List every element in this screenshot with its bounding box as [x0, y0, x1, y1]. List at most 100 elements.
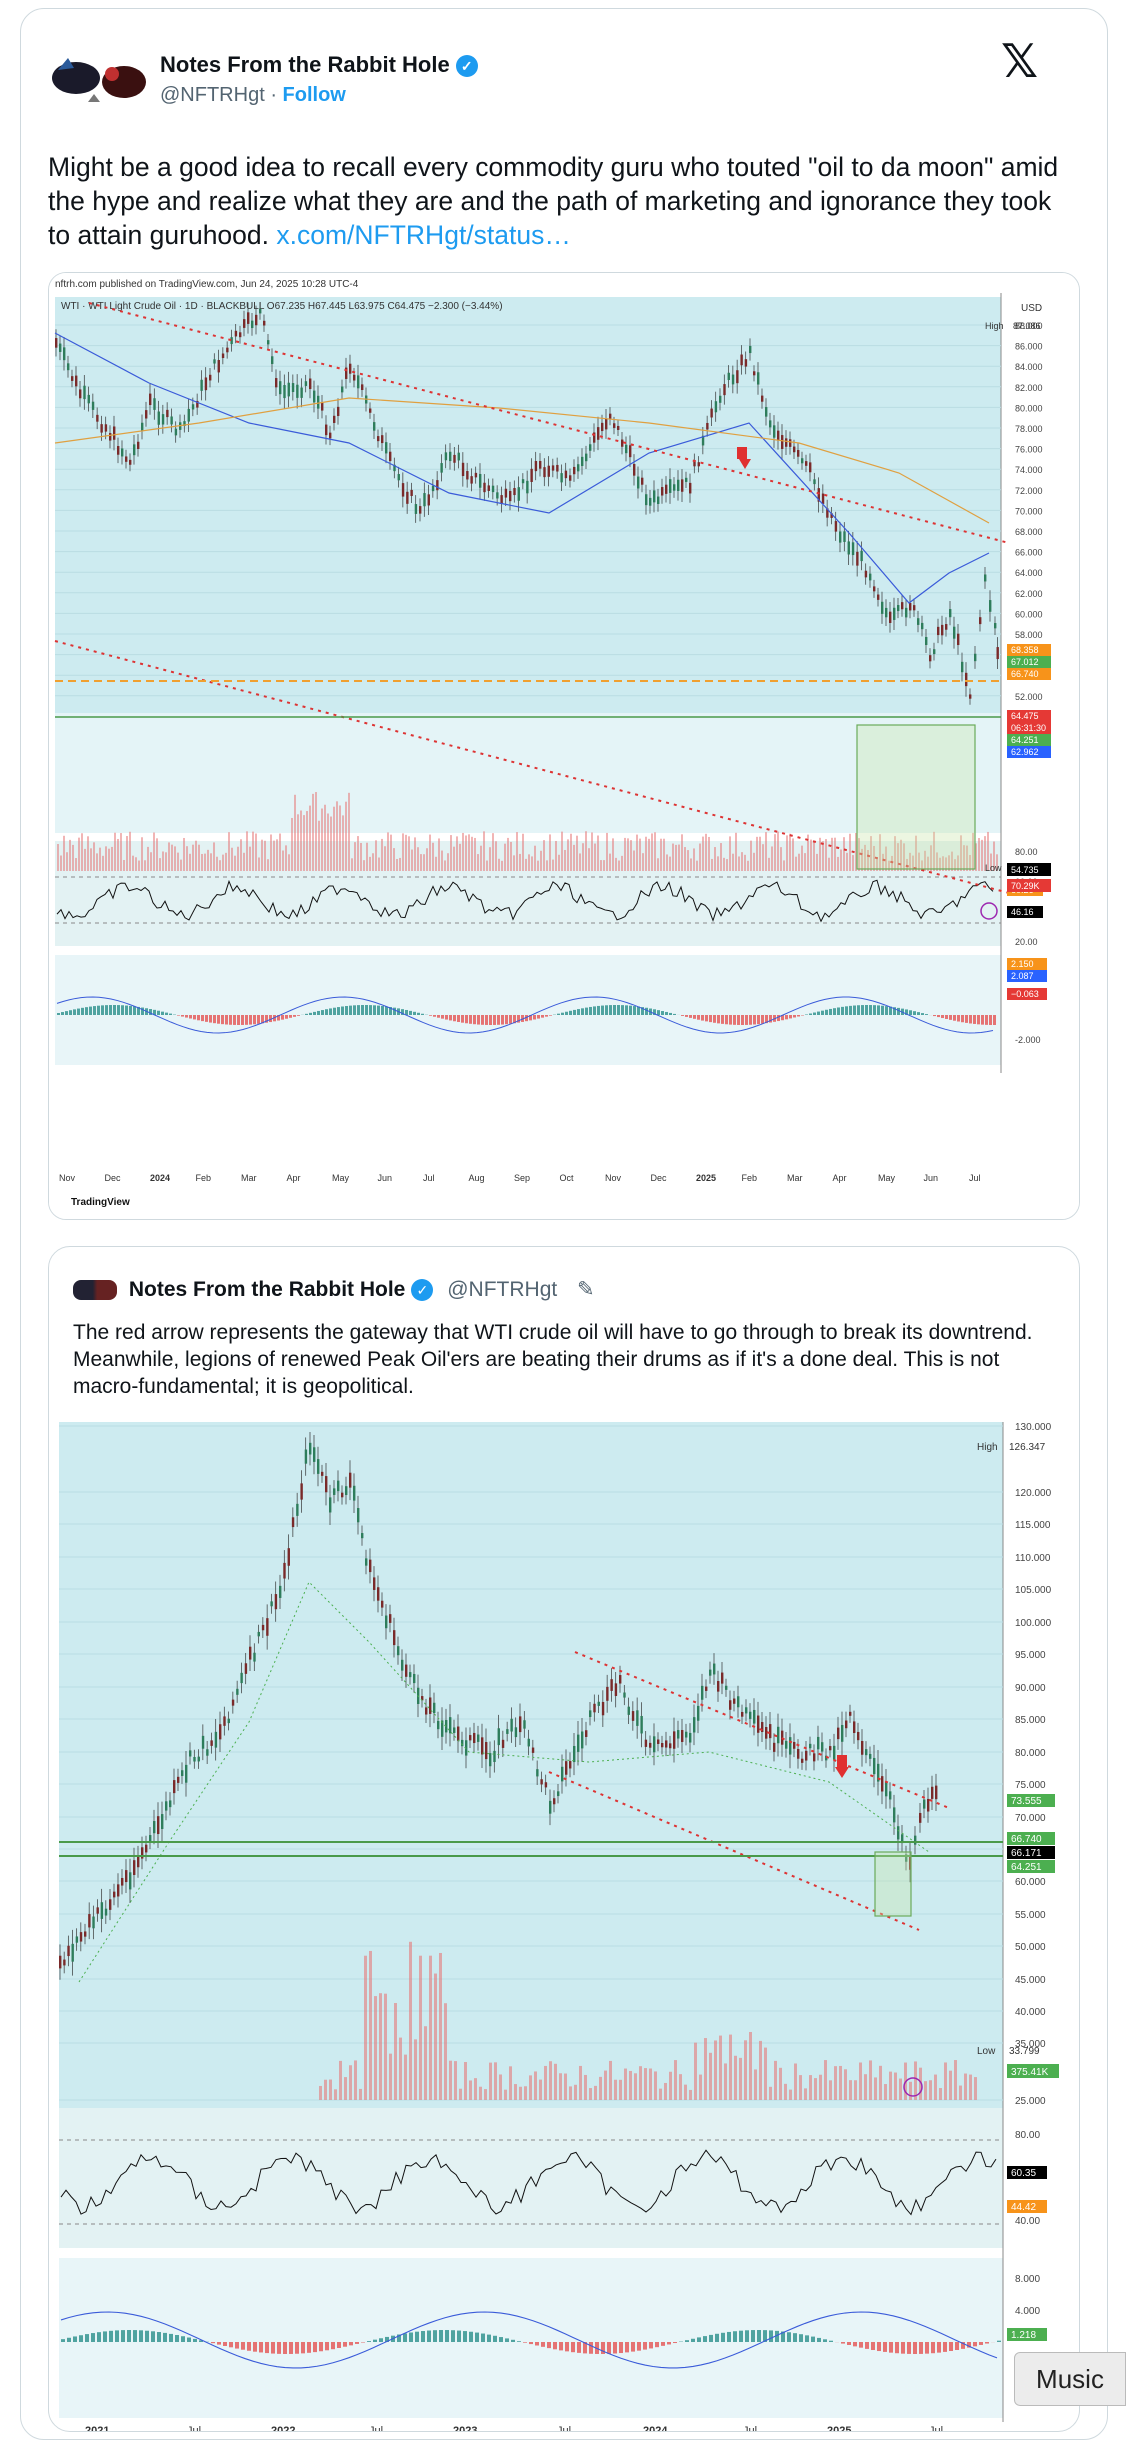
macd-bar	[343, 2342, 347, 2347]
x-axis-label: Nov	[605, 1173, 622, 1183]
volume-bar	[735, 833, 737, 871]
price-tick: 110.000	[1015, 1553, 1051, 1564]
volume-bar	[840, 849, 842, 871]
price-tick: 100.000	[1015, 1618, 1052, 1629]
volume-bar	[969, 2075, 972, 2100]
volume-bar	[273, 841, 275, 871]
volume-bar	[690, 858, 692, 871]
volume-bar	[228, 832, 230, 871]
price-tick: 82.000	[1015, 383, 1043, 393]
quoted-tweet[interactable]: Notes From the Rabbit Hole✓ @NFTRHgt ✎ T…	[48, 1246, 1080, 2432]
macd-bar	[797, 1015, 800, 1016]
candle	[745, 1707, 747, 1713]
candle	[121, 1878, 123, 1886]
candle	[117, 446, 119, 455]
macd-bar	[427, 2331, 431, 2342]
candle	[705, 1687, 707, 1691]
volume-bar	[378, 858, 380, 871]
macd-tag-text: 2.087	[1011, 971, 1034, 981]
macd-bar	[589, 1007, 592, 1015]
volume-bar	[339, 2061, 342, 2100]
candle	[549, 1801, 551, 1814]
candle	[337, 1481, 339, 1491]
candle	[105, 424, 107, 431]
price-tag-text: 67.012	[1011, 657, 1039, 667]
volume-bar	[674, 2060, 677, 2100]
chart-image-1[interactable]: nftrh.com published on TradingView.com, …	[48, 272, 1080, 1220]
follow-button[interactable]: Follow	[283, 84, 346, 106]
candle	[313, 1447, 315, 1462]
candle	[869, 1754, 871, 1759]
candle	[849, 1712, 851, 1716]
macd-bar	[895, 2342, 899, 2353]
candle	[835, 521, 837, 532]
quote-author-name[interactable]: Notes From the Rabbit Hole	[129, 1278, 406, 1301]
macd-bar	[821, 1011, 824, 1015]
volume-bar	[504, 2090, 507, 2100]
volume-bar	[829, 2080, 832, 2100]
macd-bar	[125, 1006, 128, 1015]
candle	[865, 571, 867, 578]
candle	[548, 466, 550, 477]
macd-bar	[673, 2342, 677, 2343]
candle	[813, 1753, 815, 1761]
candle	[279, 381, 281, 394]
volume-bar	[78, 838, 80, 871]
volume-tag-2: 375.41K	[1011, 2067, 1049, 2078]
author-name[interactable]: Notes From the Rabbit Hole✓	[160, 52, 478, 78]
macd-bar	[681, 1015, 684, 1016]
volume-bar	[528, 854, 530, 871]
price-tick: 95.000	[1015, 1650, 1046, 1661]
macd-bar	[657, 1010, 660, 1015]
macd-bar	[799, 2334, 803, 2342]
avatar[interactable]	[48, 46, 158, 116]
candle	[905, 608, 907, 618]
music-button[interactable]: Music	[1014, 2352, 1126, 2406]
macd-bar	[89, 1007, 92, 1015]
volume-tag: 70.29K	[1011, 881, 1040, 891]
quote-avatar-icon	[73, 1280, 117, 1300]
macd-bar	[661, 1011, 664, 1015]
candle	[536, 1769, 538, 1776]
author-handle[interactable]: @NFTRHgt	[160, 84, 265, 106]
candle	[513, 488, 515, 495]
author-name-text[interactable]: Notes From the Rabbit Hole	[160, 52, 450, 77]
volume-bar	[619, 2080, 622, 2100]
volume-bar	[469, 2080, 472, 2100]
candle	[560, 473, 562, 482]
macd-bar	[217, 2342, 221, 2345]
volume-bar	[468, 834, 470, 871]
volume-bar	[454, 2061, 457, 2100]
macd-bar	[789, 1015, 792, 1018]
macd-bar	[245, 1015, 248, 1025]
volume-bar	[216, 857, 218, 871]
volume-bar	[719, 2036, 722, 2100]
volume-bar	[409, 1942, 412, 2100]
macd-bar	[573, 1010, 576, 1015]
volume-bar	[549, 834, 551, 871]
volume-bar	[297, 814, 299, 871]
price-tick: 85.000	[1015, 1715, 1046, 1726]
candle	[585, 1730, 587, 1737]
volume-bar	[210, 853, 212, 871]
macd-bar	[837, 1007, 840, 1015]
volume-bar	[364, 1956, 367, 2100]
volume-bar	[186, 846, 188, 871]
volume-bar	[489, 2063, 492, 2100]
macd-bar	[121, 1005, 124, 1015]
macd-bar	[569, 1011, 572, 1015]
volume-bar	[471, 837, 473, 871]
macd-bar	[811, 2337, 815, 2342]
volume-bar	[81, 833, 83, 871]
candle	[498, 1728, 500, 1745]
tweet-link[interactable]: x.com/NFTRHgt/status…	[276, 220, 571, 250]
x-axis-label: Nov	[59, 1173, 76, 1183]
candle	[637, 477, 639, 489]
candle	[869, 574, 871, 581]
volume-bar	[291, 818, 293, 871]
candle	[617, 426, 619, 430]
macd-bar	[97, 1006, 100, 1015]
quote-author-handle[interactable]: @NFTRHgt	[447, 1278, 557, 1301]
x-logo-icon[interactable]: 𝕏	[1001, 34, 1038, 88]
price-tick: 74.000	[1015, 465, 1043, 475]
